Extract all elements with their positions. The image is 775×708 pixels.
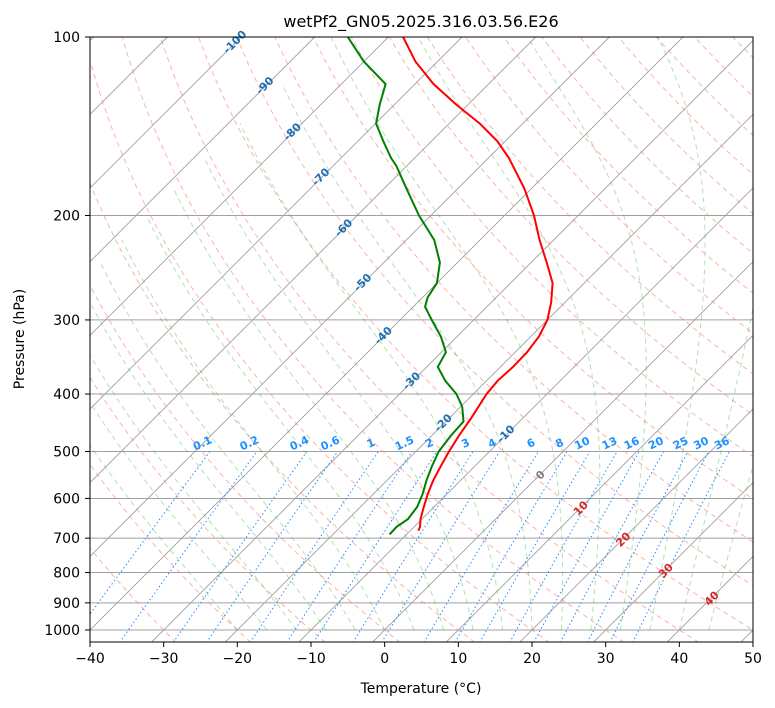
- dry-adiabat: [426, 37, 753, 375]
- axes: −40 −30 −20 −10 0 10 20 30 40 50 1000 900 800 700 600 5…: [44, 30, 762, 667]
- moist-adiabat: [239, 123, 503, 631]
- isotherm-line: [90, 37, 684, 631]
- profile-series: [346, 37, 554, 536]
- moist-adiabat: [527, 37, 647, 631]
- mixing-ratio-label: 13: [600, 434, 619, 452]
- dry-adiabat: [236, 37, 753, 587]
- dry-adiabat: [90, 463, 251, 642]
- isotherm-line: [90, 37, 242, 189]
- mixing-ratio-line: [454, 451, 568, 642]
- plot-frame: [89, 36, 754, 643]
- moist-adiabat: [90, 301, 327, 631]
- isotherm-line: [372, 261, 753, 642]
- moist-adiabat: [649, 37, 706, 631]
- mixing-ratio-label: 36: [712, 434, 732, 452]
- isotherm-line: [90, 37, 389, 336]
- isotherm-line: [90, 37, 463, 410]
- y-tick-label: 900: [53, 596, 80, 612]
- x-tick-label: 0: [380, 651, 389, 667]
- y-tick-label: 500: [53, 444, 80, 460]
- isotherm-line: [90, 37, 536, 484]
- moist-adiabat: [203, 157, 474, 631]
- x-tick-label: 30: [597, 651, 615, 667]
- moist-adiabat: [99, 262, 356, 631]
- dry-adiabat: [198, 37, 753, 631]
- mixing-ratio-label: 20: [646, 434, 666, 452]
- mixing-ratio-line: [119, 451, 258, 642]
- isotherm-line: [151, 40, 753, 642]
- mixing-ratio-label: 10: [573, 434, 593, 452]
- dry-adiabat: [388, 37, 753, 416]
- dry-adiabat: [90, 181, 476, 642]
- dewpoint-profile-line: [346, 37, 465, 536]
- mixing-ratio-line: [423, 451, 539, 642]
- dry-adiabat: [274, 37, 753, 543]
- mixing-ratio-line: [381, 451, 501, 642]
- mixing-ratio-line: [286, 451, 413, 642]
- mixing-ratio-line: [509, 451, 618, 642]
- isotherm-line: [90, 37, 610, 557]
- moist-adiabat: [172, 188, 445, 631]
- moist-adiabat: [90, 354, 297, 631]
- x-axis-label: Temperature (°C): [360, 681, 482, 697]
- x-tick-label: −40: [75, 651, 105, 667]
- chart-title: wetPf2_GN05.2025.316.03.56.E26: [283, 12, 558, 32]
- moist-adiabat: [90, 401, 268, 631]
- mixing-ratio-line: [249, 451, 379, 642]
- isotherm-line: [90, 37, 315, 263]
- dry-adiabat: [90, 57, 550, 642]
- moist-adiabat: [121, 239, 386, 631]
- mixing-ratio-line: [479, 451, 591, 642]
- dry-adiabat: [121, 37, 625, 642]
- y-tick-label: 400: [53, 387, 80, 403]
- x-tick-label: 10: [449, 651, 467, 667]
- x-tick-label: −30: [149, 651, 179, 667]
- x-tick-label: 20: [523, 651, 541, 667]
- moist-adiabat: [417, 37, 601, 631]
- mixing-ratio-line: [173, 451, 308, 642]
- mixing-ratio-line: [206, 451, 339, 642]
- x-tick-label: 40: [670, 651, 688, 667]
- moist-adiabat: [330, 37, 564, 631]
- y-tick-label: 600: [53, 491, 80, 507]
- x-tick-label: −10: [296, 651, 326, 667]
- moist-adiabat: [90, 444, 238, 631]
- mixing-ratio-line: [533, 451, 640, 642]
- x-tick-label: 50: [744, 651, 762, 667]
- temperature-profile-line: [402, 37, 554, 532]
- moist-adiabat: [281, 83, 533, 631]
- mixing-ratio-line: [632, 451, 730, 642]
- dry-adiabat: [90, 547, 177, 642]
- y-tick-label: 800: [53, 566, 80, 582]
- moist-adiabat: [145, 215, 415, 631]
- y-tick-label: 200: [53, 209, 80, 225]
- dry-adiabat: [159, 37, 700, 642]
- background-lines: [90, 37, 753, 642]
- mixing-ratio-label: 16: [622, 434, 642, 452]
- y-axis-label: Pressure (hPa): [12, 289, 28, 389]
- y-tick-label: 100: [53, 30, 80, 46]
- y-tick-label: 1000: [44, 623, 80, 639]
- x-tick-label: −20: [223, 651, 253, 667]
- dry-adiabat: [90, 284, 401, 642]
- isotherm-line: [224, 113, 753, 642]
- mixing-ratio-label: 25: [671, 434, 690, 452]
- y-tick-label: 700: [53, 531, 80, 547]
- isotherm-line: [445, 334, 753, 642]
- dry-adiabat: [503, 37, 753, 294]
- isotherm-line: [593, 482, 753, 642]
- y-tick-label: 300: [53, 313, 80, 329]
- mixing-ratio-label: 30: [691, 434, 711, 452]
- isotherm-line: [519, 408, 753, 642]
- dry-adiabat: [90, 376, 326, 642]
